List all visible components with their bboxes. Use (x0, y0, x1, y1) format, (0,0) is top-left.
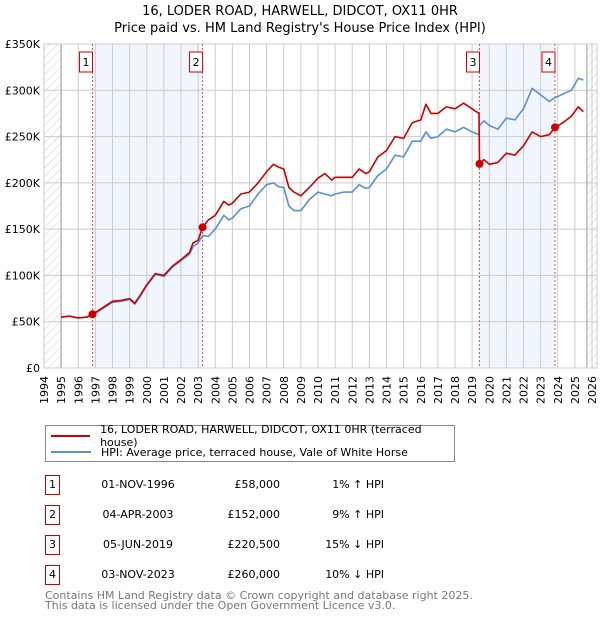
sale-price: £220,500 (227, 538, 281, 551)
y-tick-label: £250K (5, 131, 41, 144)
sale-number-badge: 2 (45, 505, 60, 525)
sale-hpi-diff: 10% ↓ HPI (325, 568, 384, 581)
sale-price: £58,000 (234, 478, 281, 491)
sale-price: £152,000 (227, 508, 281, 521)
x-tick-label: 2021 (500, 376, 513, 404)
x-tick-label: 1999 (124, 376, 137, 404)
x-tick-label: 2015 (398, 376, 411, 404)
hpi-line (61, 77, 584, 319)
x-tick-label: 1998 (107, 376, 120, 404)
x-tick-label: 1997 (89, 376, 102, 404)
sale-label-number: 2 (193, 56, 200, 69)
x-tick-label: 2009 (295, 376, 308, 404)
x-tick-label: 2025 (569, 376, 582, 404)
y-tick-label: £50K (12, 316, 41, 329)
x-tick-label: 2018 (449, 376, 462, 404)
chart-subtitle: Price paid vs. HM Land Registry's House … (114, 21, 486, 36)
x-tick-label: 2013 (363, 376, 376, 404)
x-tick-label: 1996 (72, 376, 85, 404)
x-tick-label: 2001 (158, 376, 171, 404)
footer-line-1: Contains HM Land Registry data © Crown c… (45, 589, 473, 602)
x-tick-label: 2010 (312, 376, 325, 404)
footer-line-2: This data is licensed under the Open Gov… (45, 599, 396, 612)
x-tick-label: 2011 (329, 376, 342, 404)
x-tick-label: 2004 (209, 376, 222, 404)
x-tick-label: 2017 (432, 376, 445, 404)
x-tick-label: 2019 (466, 376, 479, 404)
x-tick-label: 2000 (141, 376, 154, 404)
sale-point (475, 159, 484, 168)
x-tick-label: 2003 (192, 376, 205, 404)
x-tick-label: 2023 (535, 376, 548, 404)
x-tick-label: 2026 (586, 376, 599, 404)
x-tick-label: 2002 (175, 376, 188, 404)
x-tick-label: 2016 (415, 376, 428, 404)
sale-row: 4 03-NOV-2023 £260,000 10% ↓ HPI (45, 565, 445, 585)
price-chart: 1994 1995 1996 1997 1998 1999 2000 2001 2002 2003… (5, 38, 599, 404)
sale-label-number: 1 (82, 56, 89, 69)
sale-hpi-diff: 15% ↓ HPI (325, 538, 384, 551)
x-tick-label: 2012 (346, 376, 359, 404)
sale-row: 3 05-JUN-2019 £220,500 15% ↓ HPI (45, 535, 445, 555)
x-tick-label: 1995 (55, 376, 68, 404)
sale-number-badge: 1 (45, 475, 60, 495)
legend: 16, LODER ROAD, HARWELL, DIDCOT, OX11 0H… (45, 423, 455, 462)
sale-point (198, 223, 207, 232)
hatched-region-before-data (44, 44, 62, 368)
plot-border (43, 43, 598, 369)
y-tick-label: £350K (5, 38, 41, 51)
x-tick-label: 2008 (278, 376, 291, 404)
sale-label-number: 4 (545, 56, 552, 69)
sale-price: £260,000 (227, 568, 281, 581)
sale-hpi-diff: 1% ↑ HPI (332, 478, 384, 491)
legend-blue-line-icon (51, 451, 91, 453)
sale-label-box (541, 51, 556, 73)
sale-label-box (189, 51, 204, 73)
x-tick-label: 2005 (226, 376, 239, 404)
y-tick-label: £100K (5, 269, 41, 282)
ownership-band (479, 44, 556, 368)
x-tick-label: 2006 (244, 376, 257, 404)
x-tick-label: 2024 (552, 376, 565, 404)
sale-label-box (465, 51, 480, 73)
sale-label-number: 3 (469, 56, 476, 69)
x-tick-label: 2007 (261, 376, 274, 404)
chart-title: 16, LODER ROAD, HARWELL, DIDCOT, OX11 0H… (142, 4, 458, 19)
sale-hpi-diff: 9% ↑ HPI (332, 508, 384, 521)
y-tick-label: £300K (5, 84, 41, 97)
ownership-band (92, 44, 203, 368)
footer: Contains HM Land Registry data © Crown c… (45, 589, 473, 612)
sale-date: 04-APR-2003 (102, 508, 174, 521)
x-tick-label: 1994 (38, 376, 51, 404)
y-tick-label: £150K (5, 223, 41, 236)
legend-label: HPI: Average price, terraced house, Vale… (101, 445, 408, 459)
legend-red-line-icon (51, 435, 91, 437)
property-price-line (61, 102, 584, 319)
legend-item-hpi: HPI: Average price, terraced house, Vale… (46, 444, 408, 460)
y-tick-label: £200K (5, 177, 41, 190)
sale-number-badge: 4 (45, 565, 60, 585)
legend-item-property: 16, LODER ROAD, HARWELL, DIDCOT, OX11 0H… (46, 423, 454, 449)
sale-date: 03-NOV-2023 (101, 568, 175, 581)
sale-label-box (78, 51, 93, 73)
x-tick-label: 2020 (483, 376, 496, 404)
sale-date: 01-NOV-1996 (101, 478, 175, 491)
sale-row: 1 01-NOV-1996 £58,000 1% ↑ HPI (45, 475, 445, 495)
sale-number-badge: 3 (45, 535, 60, 555)
sale-row: 2 04-APR-2003 £152,000 9% ↑ HPI (45, 505, 445, 525)
sale-point (551, 123, 560, 132)
sale-point (88, 310, 97, 319)
legend-label: 16, LODER ROAD, HARWELL, DIDCOT, OX11 0H… (100, 423, 422, 449)
x-tick-label: 2014 (381, 376, 394, 404)
x-tick-label: 2022 (518, 376, 531, 404)
sale-date: 05-JUN-2019 (102, 538, 174, 551)
y-tick-label: £0 (26, 362, 40, 375)
